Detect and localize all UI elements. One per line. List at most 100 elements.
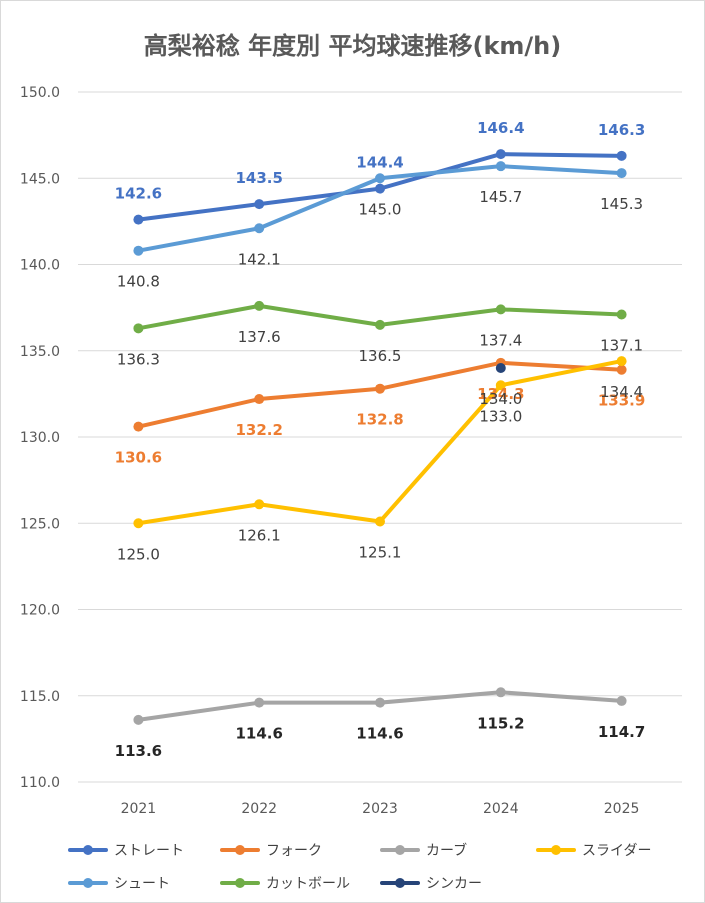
x-tick-label: 2021 [121,801,157,817]
data-point [254,394,265,405]
legend-item: シンカー [380,871,482,895]
data-label: 134.4 [600,383,643,401]
x-tick-label: 2025 [604,801,640,817]
legend-swatch [68,838,108,862]
y-tick-label: 150.0 [20,85,60,101]
data-point [616,150,627,161]
data-label: 146.4 [477,119,524,137]
data-label: 133.9 [598,392,645,410]
data-label: 114.6 [356,725,403,743]
data-point [495,380,506,391]
legend-label: シンカー [426,876,482,892]
x-tick-label: 2022 [241,801,277,817]
legend-label: カットボール [266,876,350,892]
x-tick-label: 2023 [362,801,398,817]
data-point [133,214,144,225]
data-label: 137.4 [479,331,522,349]
data-label: 113.6 [115,742,162,760]
data-label: 134.0 [479,390,522,408]
data-point [133,518,144,529]
data-point [616,168,627,179]
data-point [495,687,506,698]
data-point [616,356,627,367]
data-label: 142.6 [115,185,162,203]
legend-swatch-dot [235,845,245,855]
data-label: 136.5 [359,347,402,365]
data-label: 133.0 [479,407,522,425]
series-1 [133,357,627,432]
legend-label: カーブ [426,843,468,859]
legend-swatch-dot [235,878,245,888]
y-tick-label: 125.0 [20,516,60,532]
data-label: 137.6 [238,328,281,346]
data-point [133,421,144,432]
data-point [133,323,144,334]
data-label: 114.7 [598,723,645,741]
data-label: 136.3 [117,350,160,368]
data-label: 134.3 [477,385,524,403]
legend-swatch [220,871,260,895]
data-point [495,161,506,172]
y-tick-label: 110.0 [20,775,60,791]
data-point [254,300,265,311]
legend-item: シュート [68,871,170,895]
legend-swatch [220,838,260,862]
data-point [375,173,385,184]
legend-swatch [380,871,420,895]
y-tick-label: 140.0 [20,258,60,274]
series-3 [133,356,627,529]
legend-swatch-dot [83,878,93,888]
data-point [133,714,144,725]
legend-item: フォーク [220,838,322,862]
data-label: 130.6 [115,449,162,467]
legend-swatch-dot [83,845,93,855]
data-point [375,697,385,708]
legend-swatch [536,838,576,862]
x-tick-label: 2024 [483,801,519,817]
data-label: 140.8 [117,273,160,291]
data-point [254,223,265,234]
legend-swatch-dot [395,845,405,855]
legend-item: ストレート [68,838,184,862]
chart-title: 高梨裕稔 年度別 平均球速推移(km/h) [143,32,562,60]
data-label: 144.4 [356,154,403,172]
data-point [375,183,385,194]
y-tick-label: 145.0 [20,171,60,187]
legend-label: ストレート [114,843,184,859]
legend-label: スライダー [582,843,652,859]
data-label: 142.1 [238,250,281,268]
data-point [495,304,506,315]
legend-item: カットボール [220,871,350,895]
y-tick-label: 135.0 [20,344,60,360]
data-label: 146.3 [598,121,645,139]
data-point [375,319,385,330]
data-point [616,695,627,706]
legend-item: スライダー [536,838,651,862]
data-point [254,199,265,210]
series-2 [133,687,627,725]
data-label: 145.3 [600,195,643,213]
data-point [495,149,506,160]
data-label: 125.0 [117,545,160,563]
y-tick-label: 130.0 [20,430,60,446]
data-label: 126.1 [238,526,281,544]
legend-label: フォーク [266,843,322,859]
data-point [495,363,506,373]
legend-swatch-dot [551,845,561,855]
legend-swatch-dot [395,878,405,888]
legend-label: シュート [114,876,170,892]
data-label: 132.8 [356,411,403,429]
data-label: 137.1 [600,337,643,355]
data-point [616,364,627,375]
data-label: 114.6 [235,725,282,743]
data-label: 145.0 [359,200,402,218]
data-label: 143.5 [235,169,282,187]
legend-swatch [68,871,108,895]
legend-item: カーブ [380,838,467,862]
data-point [616,309,627,320]
data-point [254,697,265,708]
data-label: 145.7 [479,188,522,206]
legend-swatch [380,838,420,862]
